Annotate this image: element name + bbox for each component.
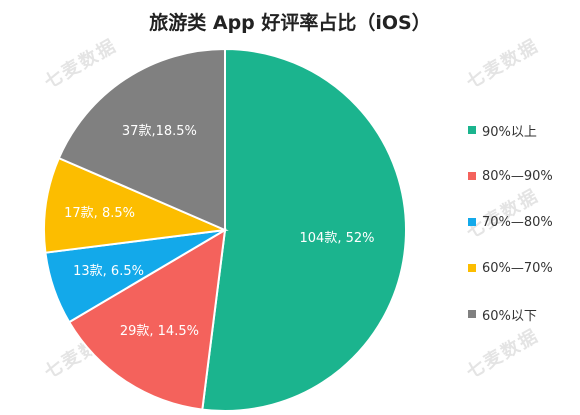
pie-slice [43, 156, 229, 254]
legend-swatch [468, 126, 476, 134]
legend: 90%以上 80%—90% 70%—80% 60%—70% 60%以下 [468, 120, 578, 350]
slice-label: 17款, 8.5% [64, 206, 135, 221]
legend-item: 80%—90% [468, 166, 578, 186]
pie-slice [57, 47, 226, 232]
slice-label: 13款, 6.5% [73, 264, 144, 279]
legend-item: 60%以下 [468, 304, 578, 324]
legend-label: 90%以上 [482, 124, 537, 140]
legend-item: 60%—70% [468, 258, 578, 278]
slice-label: 104款, 52% [300, 231, 375, 246]
pie-slice [201, 47, 407, 412]
slice-label: 29款, 14.5% [120, 324, 199, 339]
legend-label: 80%—90% [482, 168, 553, 184]
legend-item: 90%以上 [468, 120, 578, 140]
chart-title: 旅游类 App 好评率占比（iOS） [149, 12, 431, 34]
slice-label: 37款,18.5% [122, 124, 197, 139]
legend-swatch [468, 310, 476, 318]
legend-label: 60%—70% [482, 260, 553, 276]
legend-label: 70%—80% [482, 214, 553, 230]
legend-label: 60%以下 [482, 308, 537, 324]
pie-slice [67, 228, 227, 411]
legend-swatch [468, 172, 476, 180]
legend-swatch [468, 264, 476, 272]
legend-swatch [468, 218, 476, 226]
legend-item: 70%—80% [468, 212, 578, 232]
